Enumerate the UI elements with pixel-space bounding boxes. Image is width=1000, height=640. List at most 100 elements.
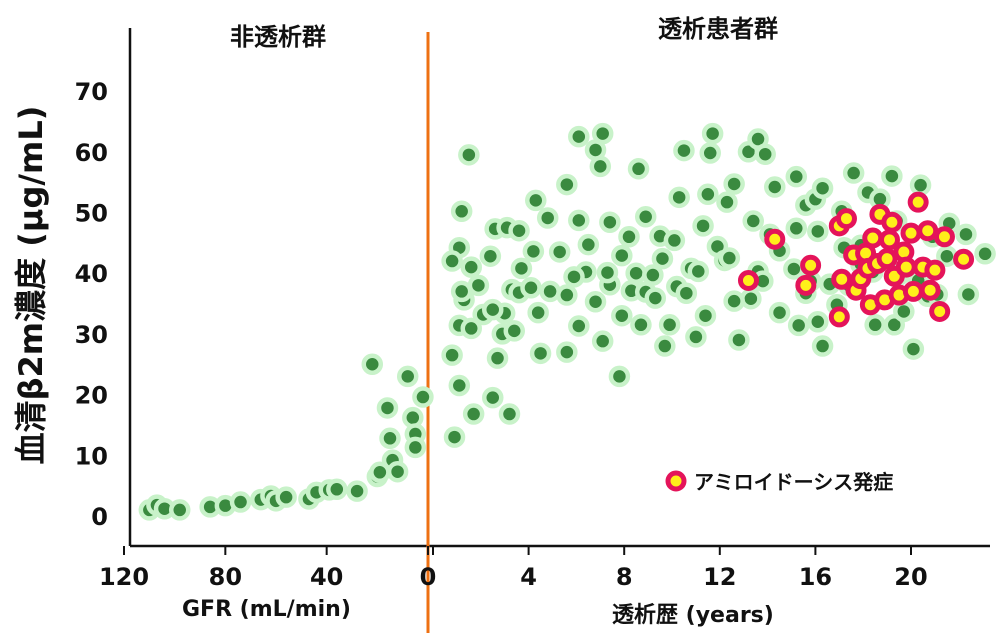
amyloidosis-point: [878, 229, 900, 251]
x-tick-label: 0: [420, 563, 437, 591]
data-point: [644, 287, 667, 309]
data-point: [376, 397, 399, 419]
data-point: [486, 347, 509, 369]
y-tick-label: 0: [91, 503, 108, 531]
data-point: [450, 280, 473, 303]
legend: アミロイドーシス発症: [665, 470, 893, 494]
data-point: [450, 200, 473, 223]
x-tick-label: 12: [703, 563, 736, 591]
data-point: [584, 290, 607, 313]
data-point: [548, 241, 571, 263]
amyloidosis-point: [835, 208, 857, 230]
data-point: [529, 342, 552, 365]
data-point: [716, 191, 738, 213]
data-point: [482, 298, 504, 321]
data-point: [630, 314, 652, 336]
data-point: [864, 314, 886, 336]
data-point: [742, 210, 765, 232]
data-point: [764, 176, 786, 198]
data-point: [460, 317, 482, 340]
amyloidosis-point: [929, 300, 951, 322]
y-tick-label: 20: [75, 382, 108, 410]
data-point: [811, 335, 834, 357]
y-tick-label: 10: [75, 442, 108, 470]
legend-label-amyloidosis: アミロイドーシス発症: [694, 470, 893, 494]
amyloidosis-point: [737, 269, 759, 291]
data-point: [591, 330, 614, 352]
x-ticks-gfr: 120 80 40 0: [99, 546, 436, 591]
data-point: [556, 341, 578, 363]
x-axis-label-years: 透析歴 (years): [612, 603, 774, 628]
data-point: [510, 257, 533, 280]
data-point: [611, 304, 633, 327]
amyloidosis-point: [900, 222, 922, 244]
data-point: [479, 245, 502, 267]
amyloidosis-point: [895, 256, 917, 278]
data-point: [974, 243, 996, 265]
data-point: [787, 314, 810, 337]
data-point: [842, 162, 865, 184]
data-point: [807, 220, 829, 243]
data-point: [723, 290, 745, 312]
amyloidosis-point: [800, 254, 822, 276]
data-point: [460, 256, 482, 278]
data-point: [568, 209, 590, 232]
data-point: [723, 173, 745, 195]
data-point: [783, 258, 805, 280]
data-point: [673, 139, 695, 162]
data-point: [654, 335, 676, 357]
data-point: [568, 125, 590, 148]
data-point: [275, 486, 297, 508]
data-point: [675, 282, 698, 304]
data-point: [599, 211, 621, 233]
data-point: [909, 174, 932, 196]
data-point: [361, 353, 384, 375]
data-point: [404, 436, 427, 459]
data-point: [718, 247, 741, 269]
data-point: [386, 460, 409, 483]
y-tick-label: 50: [75, 200, 108, 228]
data-point: [568, 315, 590, 337]
data-point: [955, 223, 977, 246]
data-point: [441, 250, 463, 272]
data-point: [694, 304, 717, 327]
data-point: [527, 301, 549, 324]
data-point: [556, 173, 578, 196]
data-point: [589, 155, 612, 178]
data-points: [138, 122, 996, 521]
x-ticks-years: 4 8 12 16 20: [432, 546, 928, 591]
data-point: [957, 283, 980, 306]
data-point: [893, 300, 915, 323]
amyloidosis-point: [764, 228, 786, 250]
data-point: [441, 344, 463, 366]
data-point: [701, 122, 724, 145]
x-axis-label-gfr: GFR (mL/min): [182, 597, 351, 622]
data-point: [525, 189, 547, 212]
data-point: [448, 374, 471, 397]
data-point: [443, 426, 466, 448]
data-point: [740, 287, 762, 310]
data-point: [482, 386, 504, 409]
data-point: [520, 277, 542, 299]
data-point: [902, 338, 925, 360]
data-point: [634, 205, 657, 228]
data-point: [462, 403, 485, 425]
data-point: [608, 365, 631, 388]
data-point: [728, 329, 750, 351]
data-point: [563, 266, 585, 288]
amyloidosis-point: [881, 211, 903, 233]
amyloidosis-point: [795, 274, 817, 296]
data-point: [697, 183, 719, 206]
data-point: [687, 260, 710, 283]
data-point: [642, 264, 664, 286]
data-point: [458, 144, 480, 166]
y-tick-label: 70: [75, 78, 108, 106]
x-tick-label: 20: [894, 563, 927, 591]
data-point: [346, 480, 368, 502]
data-point: [229, 491, 252, 513]
data-point: [522, 240, 545, 263]
data-point: [508, 219, 530, 242]
x-tick-label: 40: [310, 563, 343, 591]
amyloidosis-point: [828, 306, 850, 328]
